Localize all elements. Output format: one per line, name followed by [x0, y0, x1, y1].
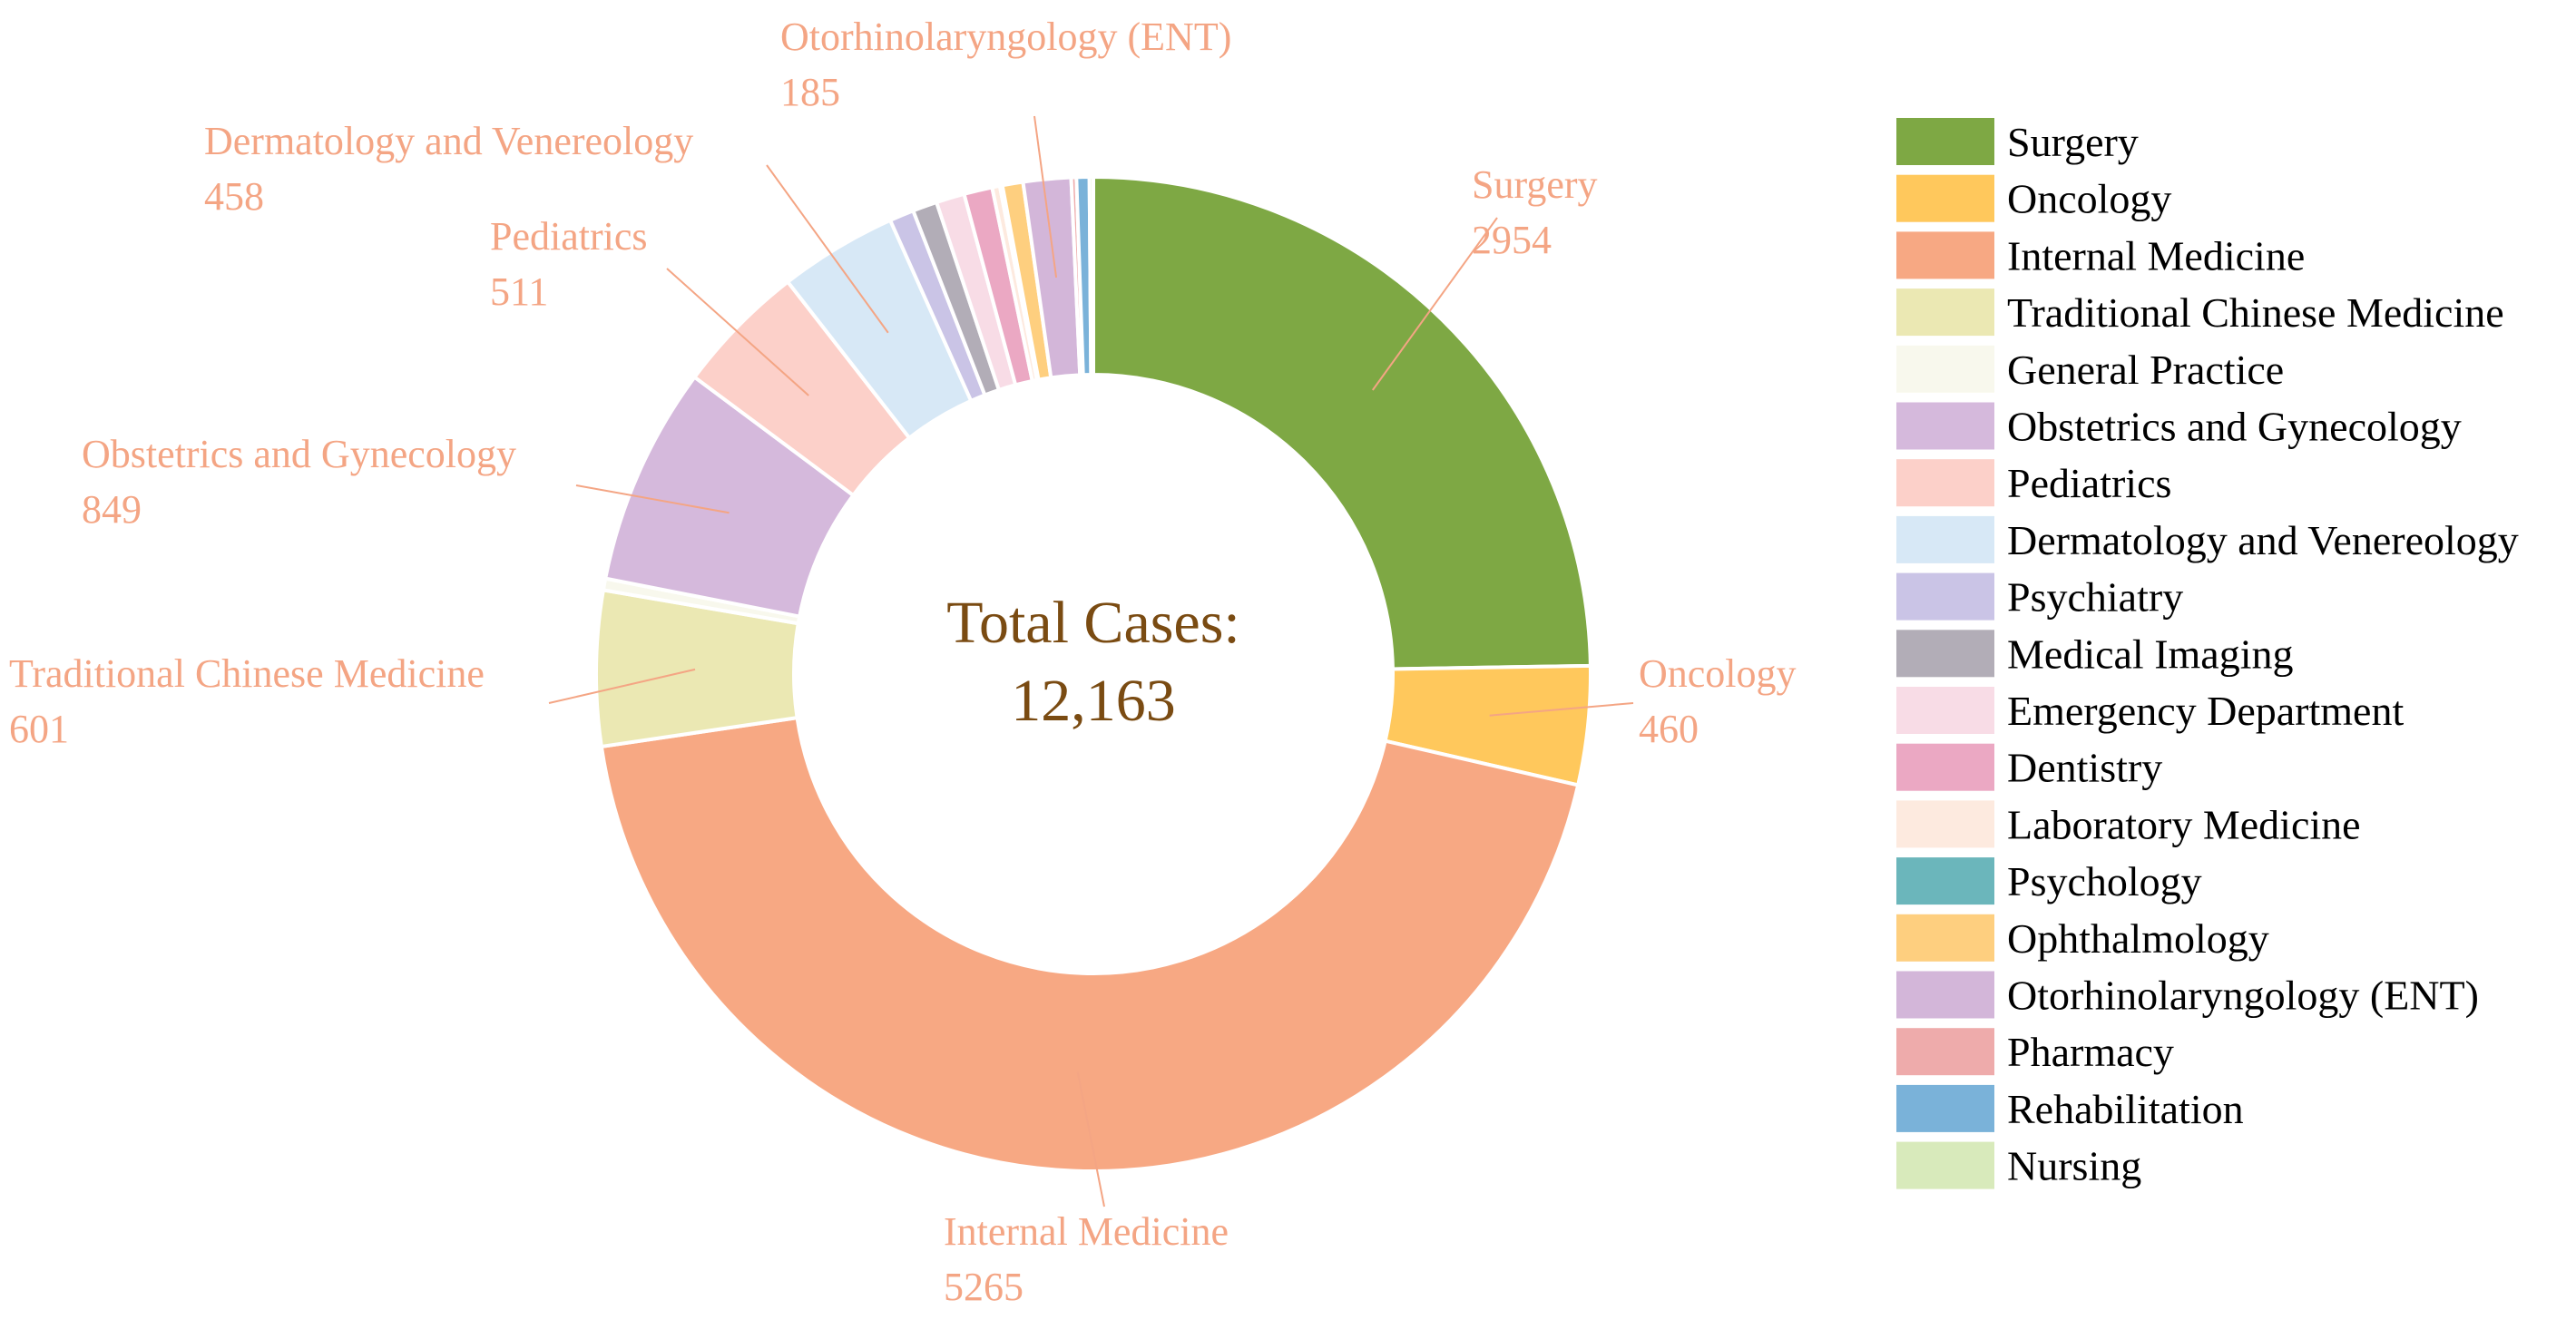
legend-swatch — [1896, 914, 1994, 962]
callout-value: 601 — [9, 707, 69, 751]
callout-value: 458 — [204, 174, 264, 219]
legend-swatch — [1896, 1084, 1994, 1132]
legend-label: Otorhinolaryngology (ENT) — [2007, 973, 2479, 1019]
callout-label: Dermatology and Venereology — [204, 119, 693, 163]
legend-label: General Practice — [2007, 347, 2284, 393]
legend-swatch — [1896, 971, 1994, 1019]
callout-value: 5265 — [944, 1265, 1024, 1309]
callout-leader — [548, 668, 696, 704]
center-label-line-2: 12,163 — [1011, 668, 1176, 734]
legend-label: Traditional Chinese Medicine — [2007, 289, 2504, 336]
legend: Surgery Oncology Internal Medicine Traditio… — [1896, 118, 2519, 1189]
callout-value: 460 — [1639, 707, 1699, 751]
callout-value: 185 — [780, 70, 840, 114]
callout-leader — [1372, 217, 1498, 391]
legend-swatch — [1896, 288, 1994, 337]
legend-swatch — [1896, 402, 1994, 450]
legend-swatch — [1896, 459, 1994, 507]
donut-slices — [594, 174, 1592, 1173]
callout-leader — [1033, 115, 1058, 279]
callout-leaders — [548, 115, 1634, 1208]
callout-label: Pediatrics — [490, 214, 648, 259]
slice-internal-medicine — [599, 715, 1581, 1173]
callout-value: 2954 — [1472, 218, 1552, 262]
callout-label: Internal Medicine — [944, 1209, 1229, 1254]
legend-swatch — [1896, 857, 1994, 905]
legend-label: Ophthalmology — [2007, 915, 2269, 962]
legend-label: Dermatology and Venereology — [2007, 517, 2519, 563]
legend-label: Surgery — [2007, 119, 2139, 165]
legend-label: Laboratory Medicine — [2007, 801, 2361, 847]
callout-label: Otorhinolaryngology (ENT) — [780, 15, 1231, 59]
legend-label: Pediatrics — [2007, 460, 2171, 506]
legend-label: Internal Medicine — [2007, 232, 2305, 279]
legend-label: Nursing — [2007, 1143, 2141, 1189]
center-label-line-1: Total Cases: — [946, 590, 1240, 656]
callout-leader — [666, 268, 809, 396]
legend-label: Pharmacy — [2007, 1029, 2174, 1075]
legend-label: Emergency Department — [2007, 688, 2404, 734]
slice-surgery — [1092, 174, 1592, 671]
callout-value: 849 — [82, 487, 142, 532]
legend-swatch — [1896, 1141, 1994, 1189]
legend-swatch — [1896, 743, 1994, 791]
slice-nursing — [1087, 174, 1095, 377]
callout-leader — [1489, 702, 1634, 717]
legend-swatch — [1896, 174, 1994, 222]
legend-swatch — [1896, 515, 1994, 563]
callout-leader — [766, 164, 889, 334]
legend-label: Psychiatry — [2007, 574, 2183, 621]
legend-swatch — [1896, 345, 1994, 393]
legend-label: Obstetrics and Gynecology — [2007, 404, 2462, 450]
center-label: Total Cases: 12,163 — [946, 590, 1240, 734]
legend-swatch — [1896, 231, 1994, 279]
legend-label: Dentistry — [2007, 745, 2162, 791]
callout-label: Oncology — [1639, 651, 1797, 696]
callout-label: Traditional Chinese Medicine — [9, 651, 485, 696]
legend-swatch — [1896, 687, 1994, 734]
legend-swatch — [1896, 800, 1994, 848]
callout-leader — [575, 484, 730, 514]
callout-label: Obstetrics and Gynecology — [82, 432, 516, 476]
legend-swatch — [1896, 572, 1994, 621]
legend-swatch — [1896, 1028, 1994, 1076]
legend-swatch — [1896, 630, 1994, 678]
legend-swatch — [1896, 118, 1994, 165]
legend-label: Rehabilitation — [2007, 1086, 2244, 1132]
callout-labels: Surgery 2954 Oncology 460 Internal Medicine 5… — [9, 15, 1797, 1309]
legend-label: Psychology — [2007, 858, 2202, 904]
legend-label: Medical Imaging — [2007, 631, 2294, 677]
legend-label: Oncology — [2007, 176, 2171, 222]
callout-value: 511 — [490, 269, 548, 314]
callout-leader — [1076, 1071, 1105, 1208]
callout-label: Surgery — [1472, 162, 1598, 207]
